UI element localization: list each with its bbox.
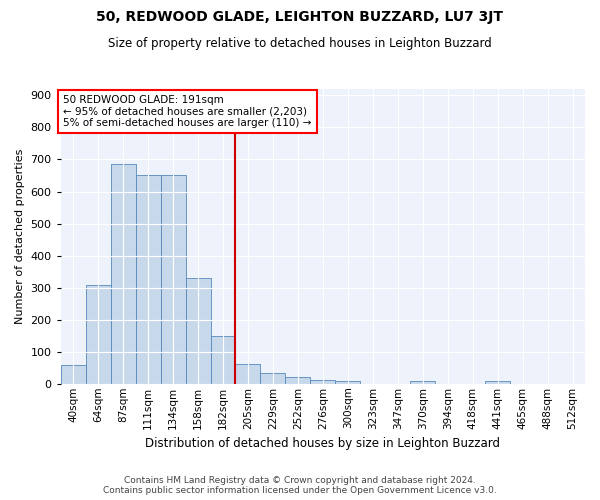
Bar [110,164,136,384]
Text: Size of property relative to detached houses in Leighton Buzzard: Size of property relative to detached ho… [108,38,492,51]
Bar [211,336,235,384]
Text: Contains HM Land Registry data © Crown copyright and database right 2024.
Contai: Contains HM Land Registry data © Crown c… [103,476,497,495]
Bar [260,373,286,384]
Bar [485,381,510,384]
Bar [161,175,185,384]
Bar [61,364,86,384]
Bar [410,380,435,384]
Y-axis label: Number of detached properties: Number of detached properties [15,148,25,324]
Text: 50, REDWOOD GLADE, LEIGHTON BUZZARD, LU7 3JT: 50, REDWOOD GLADE, LEIGHTON BUZZARD, LU7… [97,10,503,24]
Bar [185,278,211,384]
Bar [286,378,310,384]
Text: 50 REDWOOD GLADE: 191sqm
← 95% of detached houses are smaller (2,203)
5% of semi: 50 REDWOOD GLADE: 191sqm ← 95% of detach… [64,95,312,128]
Bar [235,364,260,384]
X-axis label: Distribution of detached houses by size in Leighton Buzzard: Distribution of detached houses by size … [145,437,500,450]
Bar [86,285,110,384]
Bar [136,175,161,384]
Bar [335,380,361,384]
Bar [310,380,335,384]
